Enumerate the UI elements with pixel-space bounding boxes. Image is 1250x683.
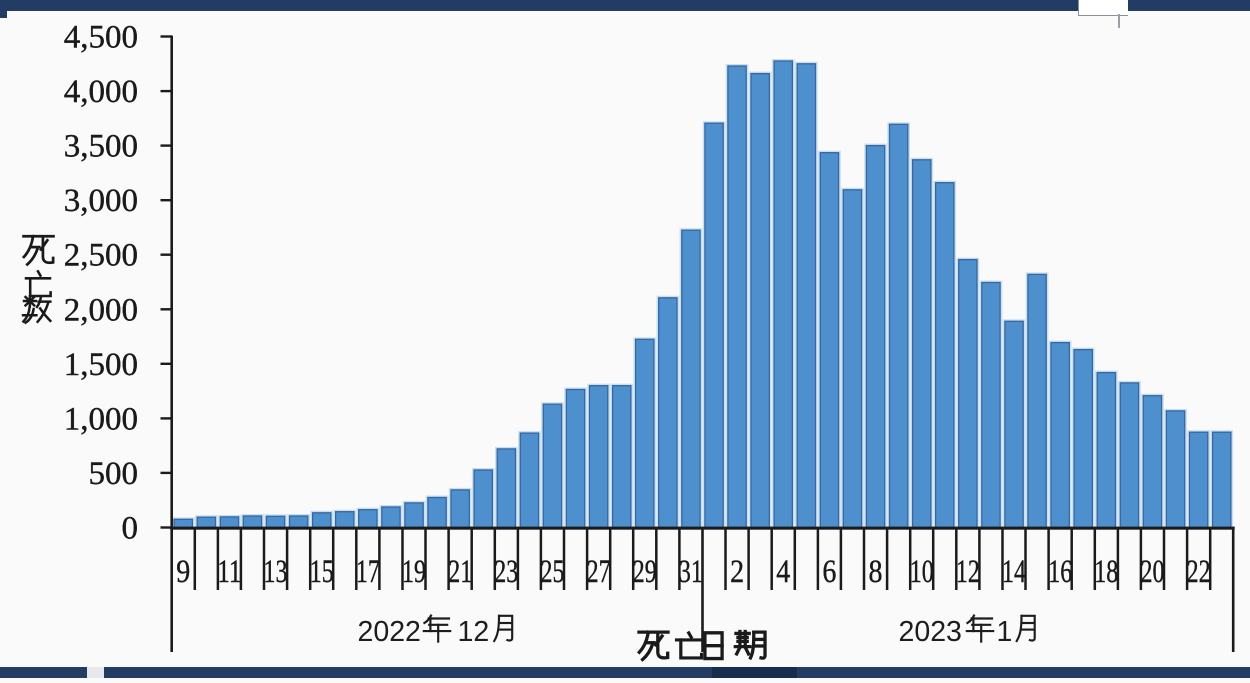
svg-text:8: 8 (869, 554, 883, 590)
svg-text:21: 21 (448, 554, 472, 590)
svg-text:1,500: 1,500 (64, 347, 138, 383)
svg-text:25: 25 (541, 554, 565, 590)
svg-text:2,500: 2,500 (64, 238, 138, 274)
svg-text:23: 23 (494, 554, 518, 590)
svg-text:12: 12 (956, 554, 980, 590)
svg-text:2,000: 2,000 (64, 292, 138, 328)
svg-text:13: 13 (264, 554, 288, 590)
svg-text:9: 9 (176, 554, 190, 590)
svg-text:17: 17 (356, 554, 380, 590)
svg-text:500: 500 (89, 456, 139, 492)
svg-text:29: 29 (633, 554, 657, 590)
svg-text:15: 15 (310, 554, 334, 590)
svg-text:22: 22 (1187, 554, 1211, 590)
svg-text:2: 2 (730, 554, 744, 590)
svg-text:4,500: 4,500 (64, 20, 138, 56)
svg-text:16: 16 (1048, 554, 1072, 590)
svg-text:20: 20 (1141, 554, 1165, 590)
svg-text:11: 11 (217, 554, 241, 590)
svg-text:4,000: 4,000 (64, 74, 138, 110)
svg-text:2022: 2022 (358, 616, 421, 648)
svg-text:3,500: 3,500 (64, 129, 138, 165)
svg-text:18: 18 (1094, 554, 1118, 590)
svg-text:19: 19 (402, 554, 426, 590)
svg-text:14: 14 (1002, 554, 1026, 590)
svg-text:0: 0 (122, 511, 139, 547)
svg-text:12: 12 (458, 616, 490, 648)
svg-text:31: 31 (679, 554, 703, 590)
svg-text:27: 27 (587, 554, 611, 590)
svg-text:1: 1 (997, 616, 1013, 648)
svg-text:1,000: 1,000 (64, 401, 138, 437)
svg-text:2023: 2023 (899, 616, 962, 648)
svg-text:6: 6 (822, 554, 836, 590)
svg-text:4: 4 (776, 554, 790, 590)
svg-text:3,000: 3,000 (64, 183, 138, 219)
svg-text:10: 10 (910, 554, 934, 590)
